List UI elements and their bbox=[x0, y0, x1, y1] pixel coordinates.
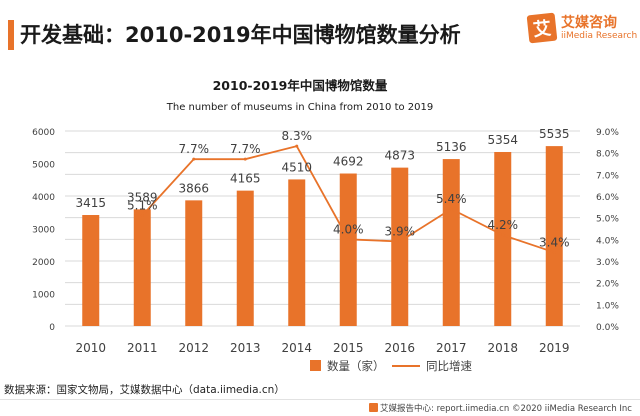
x-tick-label: 2011 bbox=[127, 341, 158, 355]
bar bbox=[82, 215, 100, 326]
growth-point bbox=[398, 240, 402, 243]
y-right-tick-label: 0.0% bbox=[596, 323, 619, 333]
growth-value-label: 8.3% bbox=[282, 129, 313, 143]
bar-value-label: 3589 bbox=[127, 190, 158, 204]
y-left-tick-label: 1000 bbox=[32, 291, 55, 301]
bar bbox=[545, 146, 563, 326]
legend-bar-swatch bbox=[310, 360, 321, 371]
bar-value-label: 3866 bbox=[178, 181, 209, 195]
legend-line-label: 同比增速 bbox=[426, 359, 472, 373]
bar-value-label: 5535 bbox=[539, 127, 570, 141]
chart-title: 2010-2019年中国博物馆数量 bbox=[213, 78, 388, 93]
data-labels: 3415 3589 3866 4165 4510 4692 4873 5136 5354 5535… bbox=[75, 127, 569, 249]
growth-point bbox=[449, 207, 453, 211]
y-right-tick-label: 4.0% bbox=[596, 236, 619, 246]
growth-point bbox=[295, 144, 299, 148]
bar-series bbox=[82, 146, 563, 326]
y-left-tick-label: 4000 bbox=[32, 193, 55, 203]
y-left-tick-label: 2000 bbox=[32, 258, 55, 268]
bar-value-label: 4873 bbox=[384, 149, 415, 163]
y-right-tick-label: 2.0% bbox=[596, 280, 619, 290]
growth-line-series bbox=[140, 144, 556, 254]
data-source-note: 数据来源：国家文物局，艾媒数据中心（data.iimedia.cn） bbox=[4, 384, 285, 396]
growth-value-label: 3.4% bbox=[539, 235, 570, 249]
y-left-tick-label: 5000 bbox=[32, 161, 55, 171]
bar bbox=[494, 151, 512, 326]
growth-value-label: 5.4% bbox=[436, 192, 467, 206]
bar bbox=[391, 167, 409, 326]
y-right-tick-label: 1.0% bbox=[596, 301, 619, 311]
brand-logo: 艾 艾媒咨询 iiMedia Research bbox=[526, 12, 638, 44]
bar bbox=[339, 173, 357, 326]
bar-value-label: 4510 bbox=[281, 160, 312, 174]
header-accent-bar bbox=[8, 20, 14, 50]
axis-ticks: 0 1000 2000 3000 4000 5000 6000 0.0% 1.0% 2.0% 3.0… bbox=[32, 128, 619, 355]
bar-value-label: 4692 bbox=[333, 155, 364, 169]
bar-value-label: 5354 bbox=[487, 133, 518, 147]
bar-value-label: 3415 bbox=[75, 196, 106, 210]
footer-copyright: 艾媒报告中心: report.iimedia.cn ©2020 iiMedia … bbox=[369, 402, 632, 414]
footer-divider bbox=[0, 399, 640, 400]
bar bbox=[288, 179, 306, 326]
bar bbox=[185, 200, 203, 326]
growth-value-label: 4.0% bbox=[333, 222, 364, 236]
x-tick-label: 2012 bbox=[178, 341, 209, 355]
chart-subtitle: The number of museums in China from 2010… bbox=[166, 102, 434, 113]
y-right-tick-label: 6.0% bbox=[596, 193, 619, 203]
y-left-tick-label: 0 bbox=[49, 323, 55, 333]
footer-text: 艾媒报告中心: report.iimedia.cn ©2020 iiMedia … bbox=[380, 404, 632, 414]
grid-lines bbox=[65, 130, 580, 327]
growth-value-label: 7.7% bbox=[179, 142, 210, 156]
x-tick-label: 2017 bbox=[436, 341, 467, 355]
y-left-tick-label: 6000 bbox=[32, 128, 55, 138]
y-right-tick-label: 9.0% bbox=[596, 128, 619, 138]
growth-point bbox=[140, 214, 144, 217]
growth-point bbox=[192, 157, 196, 161]
growth-value-label: 4.2% bbox=[488, 218, 519, 232]
growth-point bbox=[552, 250, 556, 254]
bar bbox=[442, 159, 460, 326]
x-tick-label: 2019 bbox=[539, 341, 570, 355]
bar bbox=[236, 190, 254, 326]
logo-name-cn: 艾媒咨询 bbox=[561, 14, 617, 31]
x-tick-label: 2013 bbox=[230, 341, 261, 355]
x-tick-label: 2010 bbox=[75, 341, 106, 355]
logo-name-en: iiMedia Research bbox=[561, 30, 638, 41]
growth-value-label: 5.1% bbox=[127, 199, 158, 213]
bar-value-label: 4165 bbox=[230, 172, 261, 186]
y-left-tick-label: 3000 bbox=[32, 226, 55, 236]
growth-point bbox=[501, 233, 505, 237]
x-tick-label: 2016 bbox=[384, 341, 415, 355]
y-right-tick-label: 5.0% bbox=[596, 215, 619, 225]
bar-value-label: 5136 bbox=[436, 140, 467, 154]
y-right-tick-label: 7.0% bbox=[596, 171, 619, 181]
growth-point bbox=[243, 157, 247, 161]
x-tick-label: 2018 bbox=[487, 341, 518, 355]
report-center-icon bbox=[369, 403, 379, 412]
growth-value-label: 7.7% bbox=[230, 142, 261, 156]
chart-legend: 数量（家） 同比增速 bbox=[310, 359, 472, 373]
x-tick-label: 2014 bbox=[281, 341, 312, 355]
growth-point bbox=[346, 237, 350, 241]
growth-value-label: 3.9% bbox=[385, 225, 416, 239]
y-right-tick-label: 3.0% bbox=[596, 258, 619, 268]
y-right-tick-label: 8.0% bbox=[596, 150, 619, 160]
bar bbox=[133, 209, 151, 326]
x-tick-label: 2015 bbox=[333, 341, 364, 355]
page-title: 开发基础：2010-2019年中国博物馆数量分析 bbox=[20, 23, 461, 47]
legend-bar-label: 数量（家） bbox=[327, 359, 385, 373]
